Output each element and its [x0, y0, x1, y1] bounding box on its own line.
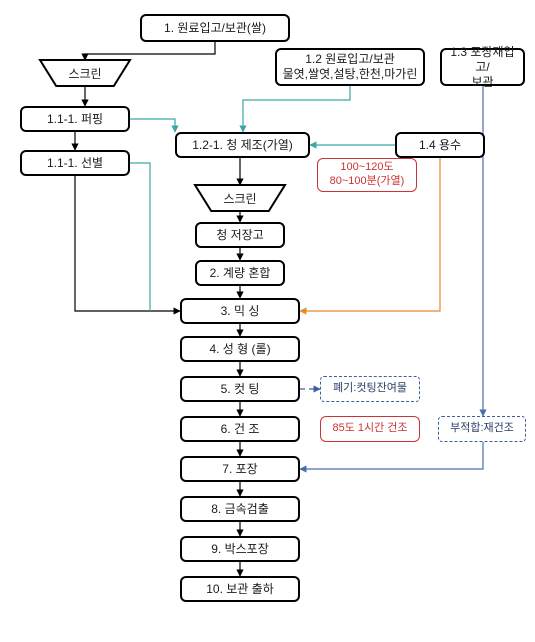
- node-n7: 7. 포장: [180, 456, 300, 482]
- edge-21: [300, 442, 483, 469]
- node-n1_2_1: 1.2-1. 청 제조(가열): [175, 132, 310, 158]
- edge-3: [75, 176, 180, 311]
- node-n1_3: 1.3 포장재입고/ 보관: [440, 48, 525, 86]
- node-n6: 6. 건 조: [180, 416, 300, 442]
- node-n1_1s: 1.1-1. 선별: [20, 150, 130, 176]
- node-note_heat: 100~120도 80~100분(가열): [317, 158, 417, 192]
- node-n2: 2. 계량 혼합: [195, 260, 285, 286]
- node-label-scr2: 스크린: [195, 185, 285, 211]
- node-n1: 1. 원료입고/보관(쌀): [140, 14, 290, 42]
- node-n10: 10. 보관 출하: [180, 576, 300, 602]
- edge-0: [85, 42, 215, 60]
- node-n1_4: 1.4 용수: [395, 132, 485, 158]
- node-label-scr1: 스크린: [40, 60, 130, 86]
- node-n1_2: 1.2 원료입고/보관 물엿,쌀엿,설탕,한천,마가린: [275, 48, 425, 86]
- node-n5: 5. 컷 팅: [180, 376, 300, 402]
- edge-4: [243, 86, 350, 132]
- edge-5: [130, 119, 175, 132]
- node-n4: 4. 성 형 (롤): [180, 336, 300, 362]
- node-n1_1p: 1.1-1. 퍼핑: [20, 106, 130, 132]
- node-note_dry: 85도 1시간 건조: [320, 416, 420, 442]
- edge-22: [130, 163, 150, 311]
- flowchart-canvas: 1. 원료입고/보관(쌀) 스크린 1.2 원료입고/보관 물엿,쌀엿,설탕,한천,…: [0, 0, 535, 642]
- node-store: 청 저장고: [195, 222, 285, 248]
- node-n3: 3. 믹 싱: [180, 298, 300, 324]
- node-note_cut: 폐기:컷팅잔여물: [320, 376, 420, 402]
- node-note_redry: 부적합:재건조: [438, 416, 526, 442]
- node-n9: 9. 박스포장: [180, 536, 300, 562]
- node-n8: 8. 금속검출: [180, 496, 300, 522]
